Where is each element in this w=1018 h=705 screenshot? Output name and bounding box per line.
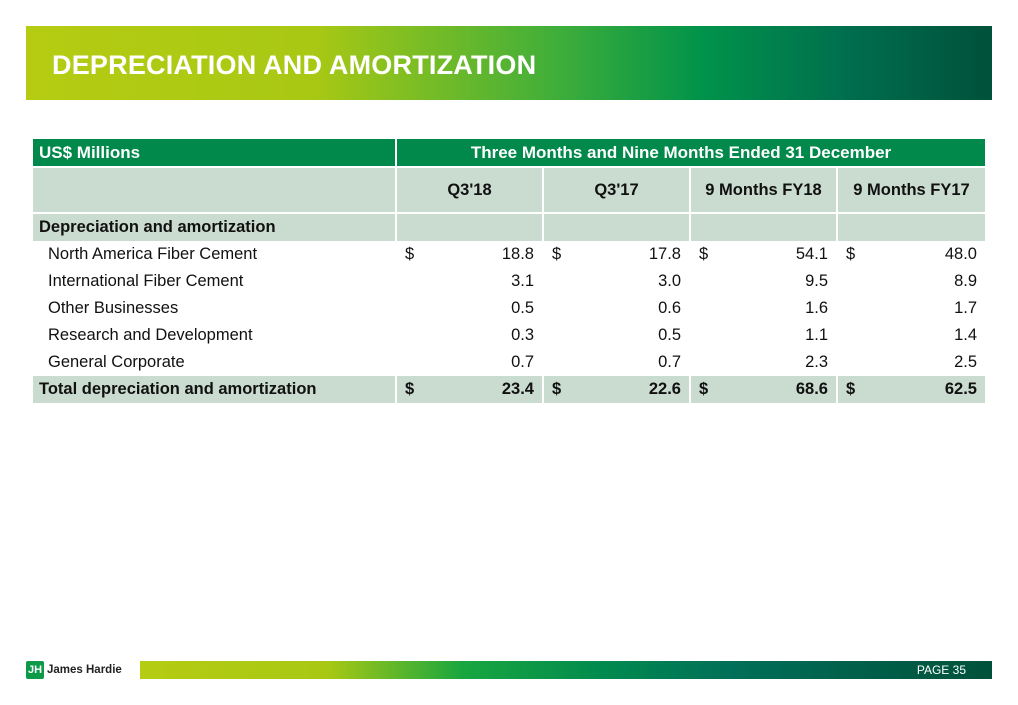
value: 3.0 [658,272,681,290]
section-label: Depreciation and amortization [33,212,396,241]
value-cell: 2.5 [836,349,985,376]
value: 1.4 [954,326,977,344]
value-cell: 0.5 [395,295,543,322]
dollar-sign: $ [846,380,856,398]
col-header: Q3'18 [395,166,543,213]
blank-cell [689,212,837,241]
value-cell: 0.3 [395,322,543,349]
row-label: International Fiber Cement [48,272,244,290]
col-header: Q3'17 [542,166,690,213]
value-cell: 0.7 [542,349,690,376]
row-label: General Corporate [48,353,185,371]
value: 62.5 [944,380,977,398]
page-number: PAGE 35 [916,663,966,677]
value-cell: 3.0 [542,268,690,295]
column-header-row: Q3'18 Q3'17 9 Months FY18 9 Months FY17 [33,166,985,213]
value-cell: $54.1 [689,241,837,268]
value: 18.8 [501,245,534,263]
value: 2.3 [805,353,828,371]
table-row: North America Fiber Cement $18.8 $17.8 $54.… [33,241,985,268]
value: 22.6 [648,380,681,398]
value-cell: 1.6 [689,295,837,322]
dollar-sign: $ [699,245,709,263]
period-label: Three Months and Nine Months Ended 31 De… [395,139,985,167]
value: 0.7 [511,353,534,371]
blank-cell [395,212,543,241]
total-label: Total depreciation and amortization [33,376,396,403]
value-cell: $17.8 [542,241,690,268]
depreciation-table: US$ Millions Three Months and Nine Month… [33,139,985,403]
value: 3.1 [511,272,534,290]
table-row: General Corporate 0.7 0.7 2.3 2.5 [33,349,985,376]
value: 68.6 [795,380,828,398]
value: 17.8 [648,245,681,263]
row-label: North America Fiber Cement [48,245,258,263]
blank-cell [542,212,690,241]
table-row: Other Businesses 0.5 0.6 1.6 1.7 [33,295,985,322]
value: 0.5 [658,326,681,344]
table-header-row: US$ Millions Three Months and Nine Month… [33,139,985,167]
row-label: Other Businesses [48,299,179,317]
table-row: International Fiber Cement 3.1 3.0 9.5 8.9 [33,268,985,295]
value: 8.9 [954,272,977,290]
value: 1.6 [805,299,828,317]
dollar-sign: $ [699,380,709,398]
dollar-sign: $ [405,245,415,263]
value: 2.5 [954,353,977,371]
value-cell: 0.5 [542,322,690,349]
value: 0.7 [658,353,681,371]
value: 0.3 [511,326,534,344]
dollar-sign: $ [846,245,856,263]
footer-bar: PAGE 35 [140,661,992,679]
dollar-sign: $ [405,380,415,398]
dollar-sign: $ [552,380,562,398]
value: 54.1 [795,245,828,263]
value: 0.5 [511,299,534,317]
value-cell: 8.9 [836,268,985,295]
page-title: DEPRECIATION AND AMORTIZATION [52,50,537,80]
title-banner: DEPRECIATION AND AMORTIZATION [26,26,992,100]
total-cell: $23.4 [395,376,543,403]
value: 23.4 [501,380,534,398]
table-row: Research and Development 0.3 0.5 1.1 1.4 [33,322,985,349]
value-cell: 0.6 [542,295,690,322]
value-cell: 0.7 [395,349,543,376]
logo-text: James Hardie [47,664,122,676]
blank-header [33,166,396,213]
value-cell: 9.5 [689,268,837,295]
total-row: Total depreciation and amortization $23.… [33,376,985,403]
logo-icon: JH [26,661,44,679]
blank-cell [836,212,985,241]
value-cell: 1.4 [836,322,985,349]
value: 9.5 [805,272,828,290]
value: 1.1 [805,326,828,344]
james-hardie-logo: JH James Hardie [26,661,122,679]
value-cell: 2.3 [689,349,837,376]
total-cell: $22.6 [542,376,690,403]
value-cell: $48.0 [836,241,985,268]
value: 48.0 [944,245,977,263]
value-cell: 3.1 [395,268,543,295]
unit-label: US$ Millions [33,139,396,167]
value: 0.6 [658,299,681,317]
value-cell: 1.1 [689,322,837,349]
dollar-sign: $ [552,245,562,263]
col-header: 9 Months FY17 [836,166,985,213]
row-label: Research and Development [48,326,253,344]
value: 1.7 [954,299,977,317]
section-row: Depreciation and amortization [33,212,985,241]
total-cell: $62.5 [836,376,985,403]
value-cell: 1.7 [836,295,985,322]
total-cell: $68.6 [689,376,837,403]
value-cell: $18.8 [395,241,543,268]
col-header: 9 Months FY18 [689,166,837,213]
